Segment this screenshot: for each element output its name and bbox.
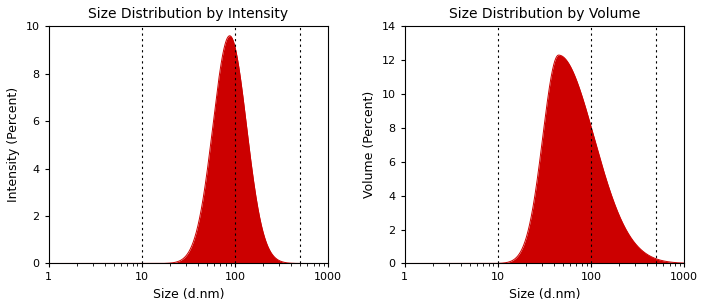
X-axis label: Size (d.nm): Size (d.nm) [508,288,580,301]
Title: Size Distribution by Volume: Size Distribution by Volume [448,7,640,21]
Y-axis label: Volume (Percent): Volume (Percent) [363,91,376,198]
X-axis label: Size (d.nm): Size (d.nm) [152,288,224,301]
Title: Size Distribution by Intensity: Size Distribution by Intensity [88,7,288,21]
Y-axis label: Intensity (Percent): Intensity (Percent) [7,87,20,202]
